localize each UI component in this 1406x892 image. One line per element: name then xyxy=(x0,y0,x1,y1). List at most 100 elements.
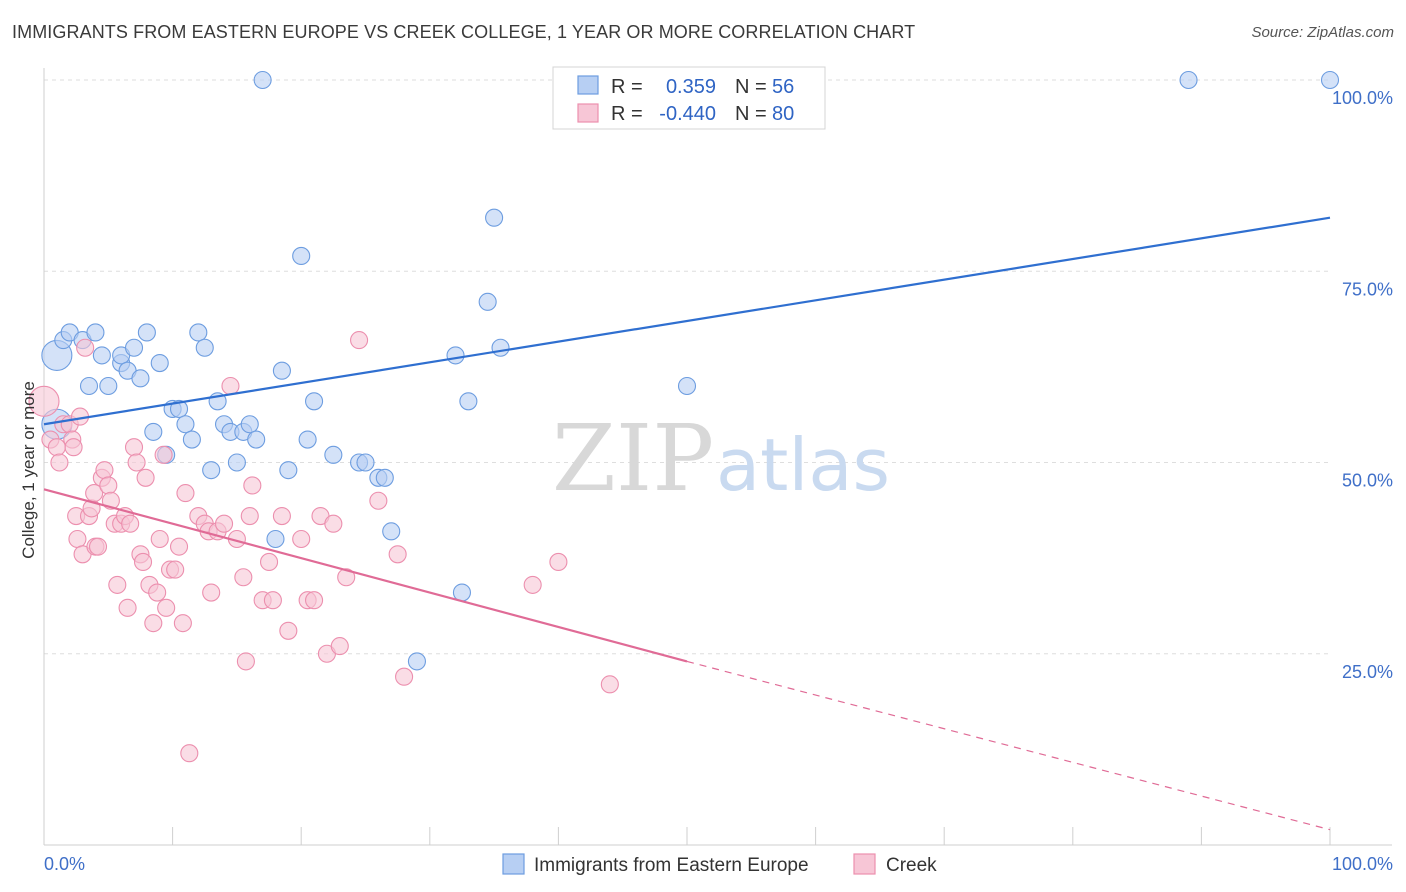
point-immigrants xyxy=(227,453,246,472)
point-immigrants xyxy=(279,461,298,480)
point-creek xyxy=(330,637,349,656)
point-creek xyxy=(121,514,140,533)
point-creek xyxy=(221,376,240,396)
point-immigrants xyxy=(272,361,291,380)
x-tick-label: 100.0% xyxy=(1332,854,1393,874)
point-creek xyxy=(324,514,343,533)
legend-r-value-1: 0.359 xyxy=(666,76,716,98)
point-creek xyxy=(150,529,169,549)
point-creek xyxy=(272,506,291,526)
point-creek xyxy=(234,568,253,587)
point-creek xyxy=(99,476,118,495)
y-axis-label: College, 1 year or more xyxy=(19,381,38,559)
watermark-zip: ZIP xyxy=(552,405,714,512)
bottom-legend-label-creek: Creek xyxy=(886,855,937,876)
point-immigrants xyxy=(305,392,324,411)
chart-title: IMMIGRANTS FROM EASTERN EUROPE VS CREEK … xyxy=(12,22,916,42)
point-immigrants xyxy=(677,376,697,396)
point-creek xyxy=(243,476,262,495)
point-creek xyxy=(176,484,195,503)
y-tick-labels: 25.0% 50.0% 75.0% 100.0% xyxy=(1332,88,1393,682)
y-tick-label: 25.0% xyxy=(1342,662,1393,682)
point-immigrants xyxy=(478,292,497,311)
point-creek xyxy=(50,453,69,472)
point-immigrants xyxy=(176,415,195,434)
point-creek xyxy=(292,529,311,549)
trendline-creek-extension xyxy=(686,660,1331,831)
x-tick-labels: 0.0% 100.0% xyxy=(44,854,1393,874)
point-immigrants xyxy=(86,323,105,342)
point-creek xyxy=(124,438,144,457)
point-immigrants xyxy=(169,399,189,419)
point-creek xyxy=(600,675,619,694)
point-creek xyxy=(395,667,414,686)
point-creek xyxy=(337,568,356,587)
data-points xyxy=(28,70,1340,763)
point-immigrants xyxy=(202,461,221,480)
point-creek xyxy=(127,453,146,472)
point-creek xyxy=(133,552,153,572)
legend-n-label-1: N = xyxy=(735,76,767,98)
point-creek xyxy=(259,552,279,572)
point-creek xyxy=(388,545,407,564)
point-immigrants xyxy=(79,376,99,396)
source-label: Source: ZipAtlas.com xyxy=(1251,24,1394,41)
point-immigrants xyxy=(407,652,426,671)
point-immigrants xyxy=(247,430,266,449)
point-creek xyxy=(95,461,114,480)
point-immigrants xyxy=(240,415,259,434)
point-creek xyxy=(202,583,221,602)
correlation-legend: R = 0.359 N = 56 R = -0.440 N = 80 xyxy=(552,66,826,130)
y-tick-label: 75.0% xyxy=(1342,279,1393,299)
point-creek xyxy=(263,591,282,610)
trendline-immigrants xyxy=(43,216,1331,426)
point-immigrants xyxy=(182,430,201,449)
watermark-atlas: atlas xyxy=(716,423,890,507)
point-creek xyxy=(369,491,388,510)
point-creek xyxy=(173,614,192,633)
point-creek xyxy=(148,583,167,602)
point-immigrants xyxy=(446,346,465,365)
legend-swatch-immigrants xyxy=(577,75,599,95)
point-immigrants xyxy=(491,338,510,357)
point-immigrants xyxy=(382,522,401,541)
point-creek xyxy=(236,652,255,671)
point-creek xyxy=(76,338,95,357)
point-creek xyxy=(549,552,568,572)
point-immigrants xyxy=(1320,70,1340,90)
point-creek xyxy=(240,506,259,526)
point-creek xyxy=(144,614,163,633)
point-creek xyxy=(169,537,189,556)
point-creek xyxy=(47,438,66,457)
point-immigrants xyxy=(485,208,504,227)
point-immigrants xyxy=(92,346,111,365)
point-creek xyxy=(279,621,298,640)
point-creek xyxy=(350,331,369,350)
y-tick-label: 50.0% xyxy=(1342,471,1393,491)
point-creek xyxy=(28,385,60,417)
point-creek xyxy=(118,598,137,617)
x-tick-label: 0.0% xyxy=(44,854,85,874)
point-creek xyxy=(166,560,185,579)
point-immigrants xyxy=(298,430,317,449)
bottom-legend-label-immigrants: Immigrants from Eastern Europe xyxy=(534,855,809,876)
series-legend: Immigrants from Eastern Europe Creek xyxy=(502,853,937,876)
point-immigrants xyxy=(137,323,156,342)
point-creek xyxy=(108,575,127,594)
point-immigrants xyxy=(459,392,478,411)
legend-n-value-2: 80 xyxy=(772,103,794,125)
point-immigrants xyxy=(144,422,163,441)
grid-lines xyxy=(44,79,1330,655)
bottom-legend-swatch-immigrants xyxy=(502,853,525,875)
legend-n-value-1: 56 xyxy=(772,76,794,98)
legend-r-value-2: -0.440 xyxy=(659,103,716,125)
point-creek xyxy=(180,744,199,763)
legend-swatch-creek xyxy=(577,103,599,123)
point-creek xyxy=(64,438,83,457)
point-immigrants xyxy=(131,369,150,388)
y-tick-label: 100.0% xyxy=(1332,88,1393,108)
legend-r-label-1: R = xyxy=(611,76,643,98)
trendline-creek xyxy=(43,488,688,663)
legend-r-label-2: R = xyxy=(611,103,643,125)
